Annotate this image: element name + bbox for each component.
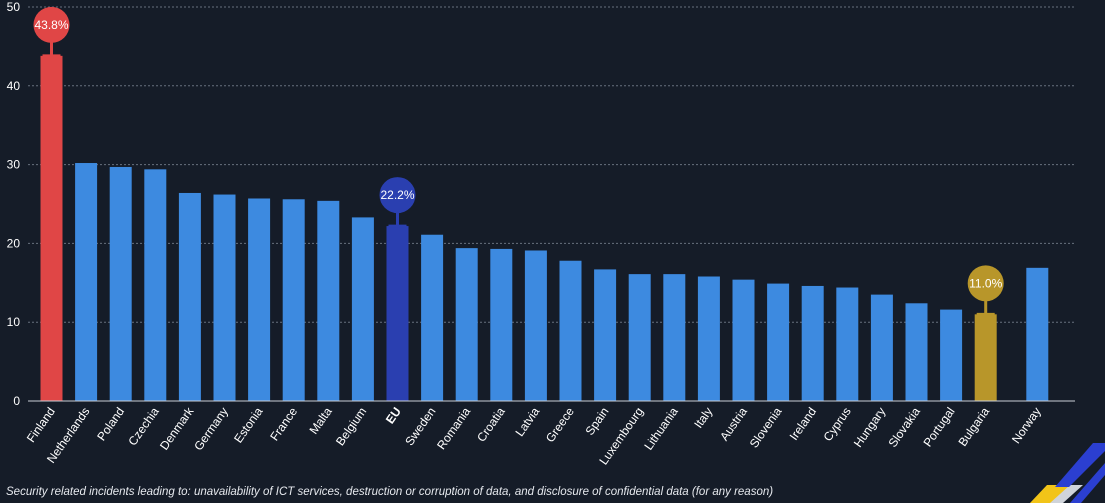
x-tick-label: EU <box>383 405 404 427</box>
x-tick-label: Ireland <box>787 405 820 443</box>
x-tick-label: Hungary <box>851 405 888 450</box>
bar-czechia <box>144 169 167 401</box>
x-tick-label: Portugal <box>920 405 957 450</box>
bar-croatia <box>490 248 513 401</box>
bar-finland <box>40 55 63 402</box>
x-tick-label: Finland <box>24 405 58 445</box>
bar-portugal <box>940 309 963 401</box>
callout-badge <box>379 177 416 214</box>
x-tick-label: Belgium <box>333 405 369 449</box>
bar-slovenia <box>767 283 790 401</box>
bar-denmark <box>178 192 201 401</box>
data-label: 11.0% <box>969 276 1002 290</box>
bar-ireland <box>801 285 824 401</box>
y-tick-label: 0 <box>13 394 20 408</box>
x-tick-label: Estonia <box>231 404 266 445</box>
bar-latvia <box>524 250 547 401</box>
bar-belgium <box>351 217 374 401</box>
y-axis-ticks: 0 10 20 30 40 50 <box>7 0 21 408</box>
value-callouts: 43.8% 22.2% 11.0% <box>33 6 1004 316</box>
x-tick-label: Austria <box>717 404 750 443</box>
x-tick-label: Spain <box>582 405 611 438</box>
x-tick-label: Czechia <box>125 404 162 448</box>
x-tick-label: Slovenia <box>747 404 785 450</box>
y-tick-label: 30 <box>7 158 21 172</box>
bar-bulgaria <box>974 314 997 401</box>
bars <box>40 55 1049 402</box>
bar-lithuania <box>663 274 686 401</box>
bar-spain <box>594 269 617 401</box>
y-tick-label: 10 <box>7 315 21 329</box>
x-tick-label: Sweden <box>402 405 438 449</box>
y-tick-label: 50 <box>7 0 21 14</box>
x-tick-label: Poland <box>94 405 127 444</box>
x-tick-label: France <box>267 404 300 443</box>
x-tick-label: Cyprus <box>820 405 853 444</box>
bar-slovakia <box>905 303 928 401</box>
callout-badge <box>967 265 1004 302</box>
x-tick-label: Germany <box>191 405 231 453</box>
y-tick-label: 40 <box>7 79 21 93</box>
x-tick-label: Lithuania <box>641 404 681 452</box>
bar-estonia <box>248 198 271 401</box>
bar-malta <box>317 200 340 401</box>
bar-poland <box>109 166 132 401</box>
bar-germany <box>213 194 236 401</box>
bar-sweden <box>421 234 444 401</box>
bar-austria <box>732 279 755 401</box>
bar-luxembourg <box>628 274 651 401</box>
x-tick-label: Croatia <box>474 404 508 444</box>
x-tick-label: Norway <box>1009 405 1044 446</box>
x-tick-label: Greece <box>543 404 577 445</box>
x-tick-label: Romania <box>434 404 473 452</box>
data-label: 22.2% <box>380 188 414 202</box>
x-tick-label: Slovakia <box>885 404 923 449</box>
bar-greece <box>559 260 582 401</box>
bar-italy <box>697 276 720 401</box>
bar-cyprus <box>836 287 859 401</box>
bar-eu <box>386 226 409 401</box>
callout-badge <box>33 6 70 43</box>
data-label: 43.8% <box>34 18 68 32</box>
bar-hungary <box>870 294 893 401</box>
bar-france <box>282 199 305 401</box>
footnote: Security related incidents leading to: u… <box>6 486 774 498</box>
x-tick-label: Italy <box>691 405 715 431</box>
bar-romania <box>455 248 478 401</box>
gridlines <box>28 6 1075 323</box>
corner-logo <box>1030 443 1105 503</box>
y-tick-label: 20 <box>7 236 21 250</box>
bar-norway <box>1026 267 1049 401</box>
bar-netherlands <box>75 163 98 401</box>
x-tick-label: Malta <box>306 404 334 436</box>
x-tick-label: Latvia <box>513 404 543 439</box>
